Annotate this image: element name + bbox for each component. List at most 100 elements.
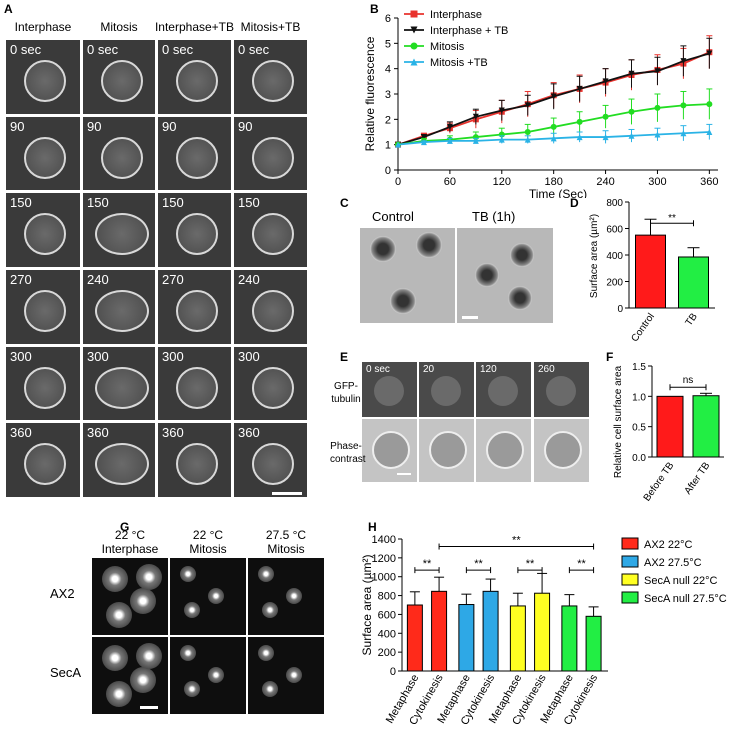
cell-outline (374, 376, 404, 406)
panel-label-d: D (570, 196, 579, 210)
panel-c-tb-label: TB (1h) (472, 209, 516, 224)
cell-outline (101, 137, 143, 179)
panel-a-micrograph: 150 (158, 193, 231, 267)
cell-image (510, 243, 534, 267)
cell-outline (95, 367, 149, 409)
panel-e-row-label: Phase- contrast (330, 441, 366, 465)
data-point (395, 141, 401, 148)
significance-label: ns (683, 375, 694, 386)
data-point (410, 58, 418, 66)
cell-outline (176, 137, 218, 179)
y-tick-label: 0.0 (632, 453, 646, 464)
timepoint-label: 270 (162, 272, 184, 287)
cell-nucleus (180, 566, 196, 582)
x-tick-label: Control (629, 311, 657, 344)
cell-outline (488, 376, 518, 406)
panel-a-column-header: Interphase (14, 20, 72, 34)
timepoint-label: 90 (10, 119, 25, 134)
y-tick-label: 400 (606, 251, 623, 262)
timepoint-label: 150 (10, 195, 32, 210)
x-tick-label: Before TB (642, 460, 677, 503)
panel-a-micrograph: 150 (6, 193, 80, 267)
timepoint-label: 20 (423, 364, 435, 375)
panel-a-micrograph: 360 (83, 423, 155, 497)
cell-nucleus (180, 645, 196, 661)
bar (406, 604, 423, 672)
y-tick-label: 0 (385, 165, 391, 177)
cell-outline (176, 213, 218, 255)
timepoint-label: 120 (480, 364, 497, 375)
panel-a-micrograph: 0 sec (158, 40, 231, 114)
data-point (524, 129, 531, 135)
bar (585, 615, 602, 672)
y-tick-label: 0 (617, 304, 623, 315)
timepoint-label: 260 (538, 364, 555, 375)
panel-label-h: H (368, 520, 377, 534)
x-tick-label: 360 (700, 176, 718, 188)
data-point (602, 78, 609, 85)
cell-image (475, 263, 499, 287)
cell-nucleus (106, 681, 132, 707)
cell-outline (24, 443, 66, 485)
data-point (472, 137, 479, 144)
y-tick-label: 600 (378, 609, 396, 621)
cell-nucleus (184, 681, 200, 697)
panel-label-a: A (4, 2, 13, 16)
x-tick-label: 0 (395, 176, 401, 188)
legend-label: Interphase + TB (430, 25, 508, 37)
y-tick-label: 0.5 (632, 423, 646, 434)
data-point (550, 93, 557, 100)
cell-outline (176, 60, 218, 102)
data-point (410, 26, 418, 34)
y-tick-label: 800 (606, 198, 623, 209)
cell-outline (95, 443, 149, 485)
data-point (576, 118, 583, 125)
panel-e-gfp-tubulin-image: 260 (534, 362, 589, 417)
cell-nucleus (102, 645, 128, 671)
timepoint-label: 90 (238, 119, 253, 134)
cell-image (416, 232, 442, 258)
cell-nucleus (130, 667, 156, 693)
cell-outline (95, 213, 149, 255)
legend-swatch (621, 591, 639, 604)
bar (656, 395, 684, 458)
cell-image (390, 288, 416, 314)
cell-outline (429, 431, 467, 469)
data-point (446, 137, 453, 144)
panel-a-micrograph: 360 (158, 423, 231, 497)
panel-a-micrograph: 90 (83, 117, 155, 190)
y-tick-label: 1200 (372, 553, 396, 565)
x-tick-label: 180 (544, 176, 562, 188)
panel-label-c: C (340, 196, 349, 210)
panel-a-micrograph: 270 (158, 270, 231, 344)
data-point (654, 131, 661, 138)
data-point (524, 136, 531, 143)
cell-outline (24, 137, 66, 179)
panel-a-micrograph: 240 (83, 270, 155, 344)
cell-outline (176, 443, 218, 485)
timepoint-label: 300 (10, 349, 32, 364)
cell-nucleus (262, 602, 278, 618)
y-tick-label: 0 (390, 666, 396, 678)
scale-bar (397, 473, 411, 475)
y-tick-label: 1400 (372, 534, 396, 546)
bar (635, 234, 666, 309)
panel-label-b: B (370, 2, 379, 16)
significance-label: ** (577, 558, 586, 570)
x-axis-label: Time (Sec) (529, 187, 587, 198)
y-tick-label: 2 (385, 114, 391, 126)
legend-label: Mitosis +TB (430, 57, 488, 69)
panel-c-phase-image (360, 228, 553, 323)
timepoint-label: 0 sec (238, 42, 270, 57)
panel-a-column-header: Mitosis+TB (240, 20, 301, 34)
panel-a-micrograph: 360 (234, 423, 307, 497)
data-point (420, 139, 427, 146)
cell-nucleus (102, 566, 128, 592)
data-point (410, 10, 418, 18)
cell-outline (252, 443, 294, 485)
panel-e-phase-contrast-image (476, 419, 531, 482)
cell-nucleus (130, 588, 156, 614)
y-tick-label: 4 (385, 64, 391, 76)
cell-outline (95, 290, 149, 332)
timepoint-label: 0 sec (366, 364, 390, 375)
